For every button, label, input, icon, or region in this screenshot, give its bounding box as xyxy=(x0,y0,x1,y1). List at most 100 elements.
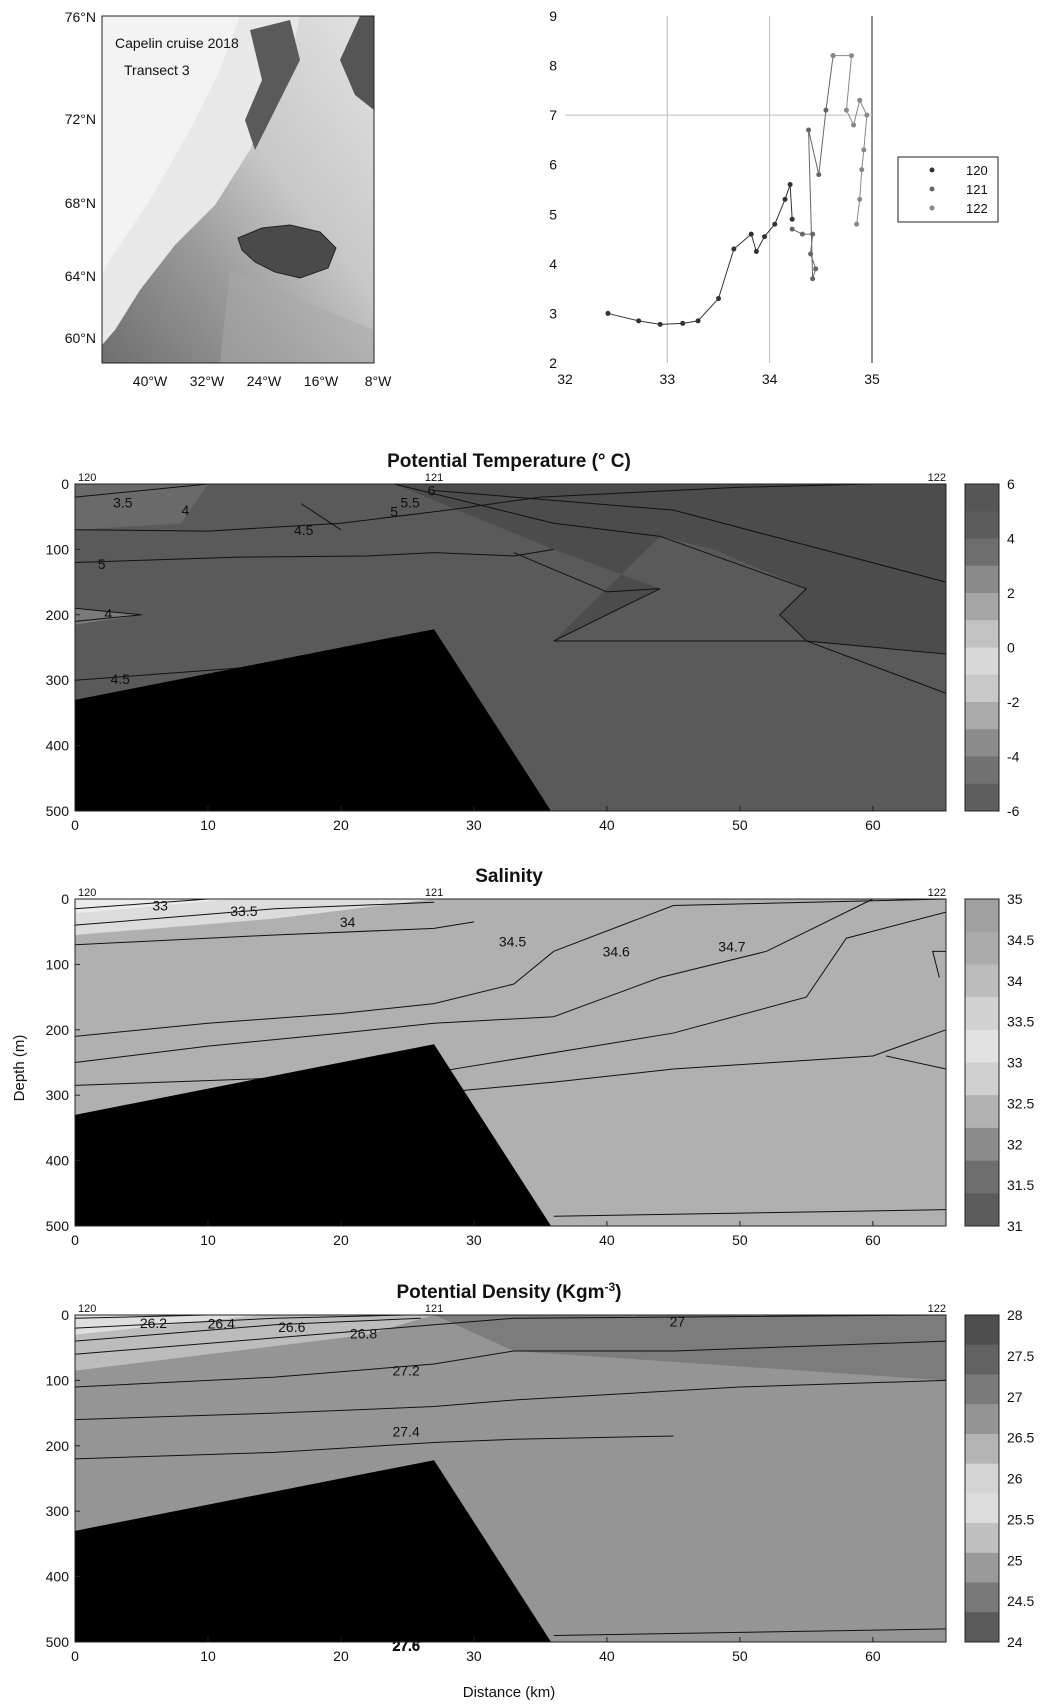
colorbar-frame xyxy=(964,898,1000,1227)
ts-point xyxy=(830,53,836,59)
ts-y-tick: 6 xyxy=(549,157,557,173)
ts-point xyxy=(859,167,865,173)
ts-series-line-120 xyxy=(607,184,793,325)
contour-label: 26.8 xyxy=(350,1325,377,1341)
ts-y-tick: 9 xyxy=(549,8,557,24)
contour-line xyxy=(74,1314,947,1355)
contour-band xyxy=(75,899,235,914)
seafloor xyxy=(75,1044,552,1226)
ts-point xyxy=(748,231,754,237)
y-tick-label: 400 xyxy=(46,1153,70,1169)
greenland-coast xyxy=(245,20,300,150)
y-tick-label: 300 xyxy=(46,672,70,688)
ts-point xyxy=(789,216,795,222)
contour-line xyxy=(74,1379,947,1421)
contour-label: 26.2 xyxy=(140,1315,167,1331)
colorbar-band xyxy=(965,964,999,998)
x-tick-label: 50 xyxy=(732,817,748,833)
station-label: 121 xyxy=(425,887,443,899)
ts-x-tick: 32 xyxy=(557,371,573,387)
contour-line xyxy=(74,1435,674,1460)
contour-band xyxy=(434,1315,946,1381)
contour-band xyxy=(75,1315,435,1371)
contour-line xyxy=(74,483,209,498)
x-axis-label: Distance (km) xyxy=(463,1684,556,1701)
ts-point xyxy=(753,248,759,254)
colorbar-band xyxy=(965,484,999,512)
ts-series-line-122 xyxy=(833,55,868,225)
contour-label: 27.4 xyxy=(392,1423,419,1439)
ts-point xyxy=(787,182,793,188)
contour-label: 5 xyxy=(390,503,398,519)
contour-line xyxy=(513,552,947,655)
x-tick-label: 20 xyxy=(333,1648,349,1664)
section-panel-density: Potential Density (Kgm-3) 26.2 26.4 26.6 26.… xyxy=(46,1280,1035,1664)
contour-band xyxy=(75,1315,262,1335)
ts-y-tick: 4 xyxy=(549,256,557,272)
lon-tick: 40°W xyxy=(133,373,168,389)
colorbar-band xyxy=(965,1612,999,1643)
contour-line xyxy=(932,950,946,978)
ts-point xyxy=(680,320,686,326)
colorbar-tick: 24.5 xyxy=(1007,1593,1034,1609)
contour-line xyxy=(74,898,209,910)
section-frame xyxy=(74,898,947,1227)
colorbar-band xyxy=(965,565,999,594)
contour-line xyxy=(74,1340,947,1388)
lat-tick: 64°N xyxy=(65,268,96,284)
colorbar-band xyxy=(965,1029,999,1063)
colorbar-tick: 31.5 xyxy=(1007,1177,1034,1193)
legend-marker-122 xyxy=(929,205,935,211)
x-tick-label: 40 xyxy=(599,1648,615,1664)
lat-tick: 68°N xyxy=(65,195,96,211)
y-tick-label: 200 xyxy=(46,1438,70,1454)
x-tick-label: 0 xyxy=(71,1648,79,1664)
contour-line xyxy=(553,1209,947,1217)
legend-marker-121 xyxy=(929,186,935,192)
colorbar-band xyxy=(965,931,999,965)
y-tick-label: 0 xyxy=(61,1307,69,1323)
contour-label: 4 xyxy=(181,502,189,518)
colorbar-band xyxy=(965,702,999,730)
station-label: 120 xyxy=(78,1303,96,1315)
contour-line xyxy=(447,1029,947,1093)
colorbar-tick: -2 xyxy=(1007,694,1020,710)
colorbar-tick: -6 xyxy=(1007,803,1020,819)
contour-label: 27.6 xyxy=(392,1637,419,1653)
ts-x-tick: 33 xyxy=(660,371,676,387)
section-panel-salinity: Salinity 33 33.5 34 34.5 34.6 34.7 120 121 122 0 10… xyxy=(46,866,1035,1248)
x-tick-label: 30 xyxy=(466,1648,482,1664)
contour-label: 4.5 xyxy=(294,522,314,538)
legend-label: 122 xyxy=(966,201,988,216)
section-title: Potential Density (Kgm-3) xyxy=(397,1280,622,1303)
x-tick-label: 60 xyxy=(865,817,881,833)
title-suffix: ) xyxy=(615,1282,621,1303)
colorbar-band xyxy=(965,1404,999,1435)
ts-point xyxy=(695,318,701,324)
ts-point xyxy=(823,107,829,113)
lat-tick: 60°N xyxy=(65,330,96,346)
y-tick-label: 100 xyxy=(46,541,70,557)
section-panel-temperature: Potential Temperature (° C)3.5 44.555.565… xyxy=(46,451,1020,833)
contour-label: 34.6 xyxy=(603,943,630,959)
colorbar-tick: 0 xyxy=(1007,640,1015,656)
ts-y-tick: 7 xyxy=(549,107,557,123)
x-tick-label: 0 xyxy=(71,817,79,833)
lon-tick: 24°W xyxy=(247,373,282,389)
x-tick-label: 50 xyxy=(732,1648,748,1664)
y-tick-label: 400 xyxy=(46,1569,70,1585)
x-tick-label: 10 xyxy=(200,817,216,833)
contour-line xyxy=(74,898,874,1063)
colorbar-band xyxy=(965,899,999,933)
colorbar-tick: 34.5 xyxy=(1007,932,1034,948)
colorbar-band xyxy=(965,538,999,567)
section-title: Potential Temperature (° C) xyxy=(387,451,631,472)
station-label: 121 xyxy=(425,472,443,484)
colorbar-band xyxy=(965,1062,999,1096)
ts-point xyxy=(816,172,822,178)
ts-point xyxy=(789,226,795,232)
colorbar-band xyxy=(965,1127,999,1162)
title-superscript: -3 xyxy=(604,1280,615,1294)
station-label: 122 xyxy=(928,1303,946,1315)
